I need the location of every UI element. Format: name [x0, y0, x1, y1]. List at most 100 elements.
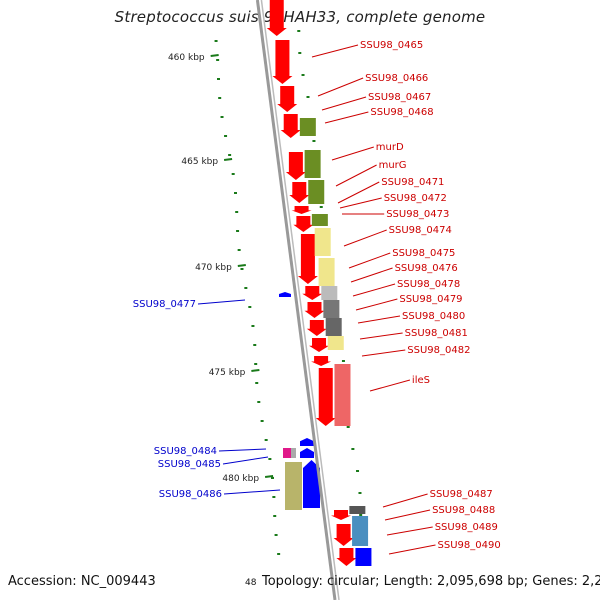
cds-forward[interactable]: [315, 368, 336, 426]
cds-forward[interactable]: [331, 510, 352, 520]
cog-bar[interactable]: [352, 516, 369, 546]
label-leader: [369, 379, 411, 392]
gene-label-forward[interactable]: SSU98_0473: [386, 209, 449, 220]
gene-label-forward[interactable]: ileS: [412, 375, 430, 386]
cds-forward[interactable]: [309, 338, 330, 352]
cog-bar[interactable]: [285, 462, 302, 510]
cds-forward[interactable]: [289, 182, 310, 203]
cog-bar[interactable]: [325, 318, 342, 336]
label-leader: [223, 489, 281, 495]
gene-label-forward[interactable]: murG: [379, 160, 407, 171]
cds-reverse[interactable]: [300, 448, 314, 458]
tick-mark: [210, 54, 219, 57]
cds-reverse[interactable]: [303, 460, 320, 508]
gene-label-forward[interactable]: SSU98_0474: [389, 225, 452, 236]
gene-label-forward[interactable]: SSU98_0481: [405, 328, 468, 339]
gene-label-forward[interactable]: SSU98_0480: [402, 311, 465, 322]
gene-label-forward[interactable]: SSU98_0476: [395, 263, 458, 274]
cog-bar[interactable]: [355, 548, 372, 566]
gc-dot-right: [297, 30, 301, 32]
gc-dot-right: [356, 470, 360, 472]
cog-bar[interactable]: [349, 506, 366, 514]
cds-reverse[interactable]: [300, 438, 314, 446]
gene-label-forward[interactable]: SSU98_0465: [360, 40, 423, 51]
gene-label-forward[interactable]: SSU98_0479: [399, 294, 462, 305]
cds-forward[interactable]: [306, 320, 327, 336]
gene-label-forward[interactable]: SSU98_0472: [384, 193, 447, 204]
gene-label-reverse[interactable]: SSU98_0477: [133, 299, 196, 310]
cog-bar[interactable]: [327, 336, 344, 350]
cog-bar[interactable]: [321, 286, 338, 300]
cds-forward[interactable]: [336, 548, 357, 566]
gc-dot-left: [234, 192, 238, 194]
gene-label-forward[interactable]: murD: [376, 142, 404, 153]
tick-label: 460 kbp: [168, 53, 205, 63]
cds-forward[interactable]: [304, 302, 325, 318]
label-leader: [311, 44, 359, 58]
label-leader: [348, 252, 391, 269]
gene-label-forward[interactable]: SSU98_0478: [397, 279, 460, 290]
gc-dot-left: [217, 78, 221, 80]
partial-tick-label: 48: [245, 578, 257, 588]
gc-dot-left: [277, 553, 281, 555]
cds-forward[interactable]: [277, 86, 298, 112]
cog-bar[interactable]: [299, 118, 316, 136]
cog-bar[interactable]: [314, 228, 331, 256]
gc-dot-right: [312, 140, 316, 142]
cds-forward[interactable]: [302, 286, 323, 300]
gc-dot-left: [220, 116, 224, 118]
label-leader: [350, 267, 393, 283]
gene-label-forward[interactable]: SSU98_0471: [381, 177, 444, 188]
gene-label-reverse[interactable]: SSU98_0484: [154, 446, 217, 457]
gene-label-reverse[interactable]: SSU98_0485: [158, 459, 221, 470]
cds-forward[interactable]: [285, 152, 306, 180]
cds-forward[interactable]: [280, 114, 301, 138]
cog-bar[interactable]: [318, 258, 335, 286]
gene-label-forward[interactable]: SSU98_0475: [392, 248, 455, 259]
cog-bar[interactable]: [291, 448, 296, 458]
tick-mark: [251, 369, 260, 372]
gc-dot-left: [235, 211, 239, 213]
gc-dot-left: [270, 477, 274, 479]
cog-bar[interactable]: [323, 300, 340, 318]
gene-label-forward[interactable]: SSU98_0488: [432, 505, 495, 516]
cds-reverse[interactable]: [279, 292, 291, 297]
cog-bar[interactable]: [308, 180, 325, 204]
gc-dot-right: [306, 96, 310, 98]
gc-dot-right: [301, 74, 305, 76]
gc-dot-left: [240, 268, 244, 270]
gene-label-forward[interactable]: SSU98_0468: [370, 107, 433, 118]
tick-mark: [237, 264, 246, 267]
cds-forward[interactable]: [333, 524, 354, 546]
cog-bar[interactable]: [283, 448, 291, 458]
gc-dot-right: [359, 514, 363, 516]
gene-label-forward[interactable]: SSU98_0482: [407, 345, 470, 356]
gene-label-forward[interactable]: SSU98_0490: [438, 540, 501, 551]
cds-forward[interactable]: [311, 356, 332, 366]
cds-forward[interactable]: [297, 234, 318, 284]
label-leader: [382, 493, 428, 508]
cds-forward[interactable]: [291, 206, 312, 214]
gc-dot-left: [251, 325, 255, 327]
cds-forward[interactable]: [272, 40, 293, 84]
cog-bar[interactable]: [334, 364, 351, 426]
gene-label-forward[interactable]: SSU98_0487: [430, 489, 493, 500]
label-leader: [335, 164, 377, 187]
label-leader: [386, 526, 433, 536]
gene-label-forward[interactable]: SSU98_0489: [435, 522, 498, 533]
cds-forward[interactable]: [293, 216, 314, 232]
label-leader: [384, 509, 431, 521]
gc-dot-left: [216, 59, 220, 61]
cog-bar[interactable]: [304, 150, 321, 178]
tick-mark: [264, 475, 274, 478]
gene-label-reverse[interactable]: SSU98_0486: [159, 489, 222, 500]
genome-stats: Topology: circular; Length: 2,095,698 bp…: [262, 574, 600, 589]
cds-forward[interactable]: [266, 0, 287, 36]
gc-dot-left: [237, 249, 241, 251]
cog-bar[interactable]: [311, 214, 328, 226]
gene-label-forward[interactable]: SSU98_0466: [365, 73, 428, 84]
label-leader: [339, 197, 382, 209]
gc-dot-right: [319, 206, 323, 208]
gene-label-forward[interactable]: SSU98_0467: [368, 92, 431, 103]
